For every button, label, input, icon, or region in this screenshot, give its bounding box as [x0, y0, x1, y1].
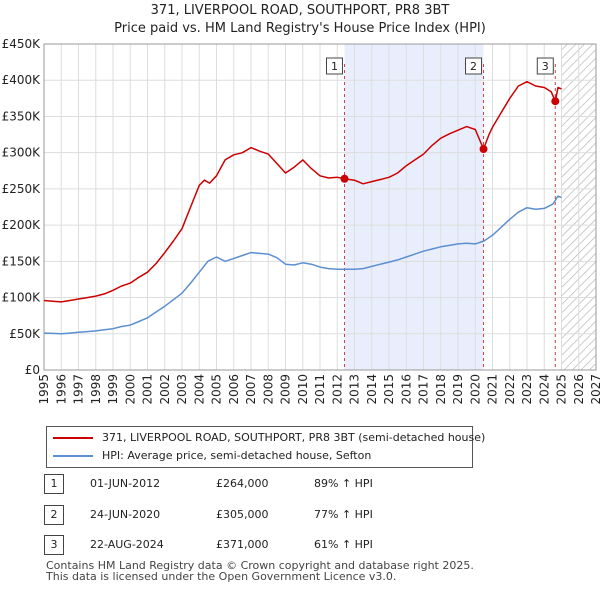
x-tick-label: 2026 — [572, 374, 586, 405]
sale-period-band — [344, 44, 484, 370]
sale-label-box — [465, 57, 483, 75]
x-tick-label: 2012 — [330, 374, 344, 405]
x-tick-label: 2023 — [520, 374, 534, 405]
legend-line-hpi — [53, 455, 93, 457]
sale-label-number: 1 — [331, 60, 338, 73]
x-tick-label: 2011 — [313, 374, 327, 405]
legend-label-property: 371, LIVERPOOL ROAD, SOUTHPORT, PR8 3BT … — [102, 431, 486, 444]
y-tick-label: £350K — [2, 109, 42, 123]
x-tick-label: 2010 — [296, 374, 310, 405]
sale-hpi-change: 61% ↑ HPI — [314, 538, 373, 551]
chart-title: 371, LIVERPOOL ROAD, SOUTHPORT, PR8 3BT … — [0, 2, 600, 38]
x-tick-label: 2016 — [399, 374, 413, 405]
sale-point — [551, 97, 560, 106]
sale-price: £371,000 — [216, 538, 269, 551]
sale-label-number: 2 — [470, 60, 477, 73]
x-tick-label: 1998 — [89, 374, 103, 405]
sale-point — [340, 174, 349, 183]
y-tick-label: £150K — [2, 254, 42, 268]
sale-price: £305,000 — [216, 508, 269, 521]
sale-row-1: 1 01-JUN-2012 £264,000 89% ↑ HPI — [44, 474, 424, 494]
legend: 371, LIVERPOOL ROAD, SOUTHPORT, PR8 3BT … — [46, 426, 485, 468]
x-tick-label: 1995 — [37, 374, 51, 405]
sale-hpi-change: 89% ↑ HPI — [314, 477, 373, 490]
x-tick-label: 2021 — [486, 374, 500, 405]
legend-line-property — [53, 437, 93, 439]
x-tick-label: 2025 — [555, 374, 569, 405]
x-tick-label: 2000 — [123, 374, 137, 405]
x-tick-label: 2014 — [365, 374, 379, 405]
footer-attribution: Contains HM Land Registry data © Crown c… — [46, 560, 474, 582]
x-tick-label: 2005 — [210, 374, 224, 405]
sale-label-number: 3 — [542, 60, 549, 73]
y-tick-label: £250K — [2, 182, 42, 196]
x-tick-label: 2006 — [227, 374, 241, 405]
x-tick-label: 2020 — [468, 374, 482, 405]
footer-licence: This data is licensed under the Open Gov… — [46, 570, 397, 583]
y-tick-label: £50K — [9, 327, 41, 341]
sale-number-badge: 3 — [44, 535, 64, 555]
x-tick-label: 2008 — [261, 374, 275, 405]
x-tick-label: 1996 — [54, 374, 68, 405]
x-tick-label: 1999 — [106, 374, 120, 405]
y-tick-label: £450K — [2, 37, 42, 51]
x-tick-label: 2019 — [451, 374, 465, 405]
x-tick-label: 2003 — [175, 374, 189, 405]
sale-date: 22-AUG-2024 — [90, 538, 164, 551]
sale-number-badge: 2 — [44, 505, 64, 525]
sale-hpi-change: 77% ↑ HPI — [314, 508, 373, 521]
sale-row-3: 3 22-AUG-2024 £371,000 61% ↑ HPI — [44, 535, 424, 555]
x-tick-label: 2004 — [192, 374, 206, 405]
y-tick-label: £400K — [2, 73, 42, 87]
y-tick-label: £0 — [25, 363, 40, 377]
title-subtitle: Price paid vs. HM Land Registry's House … — [114, 21, 486, 36]
x-tick-label: 2013 — [348, 374, 362, 405]
footer-copyright: Contains HM Land Registry data © Crown c… — [46, 559, 474, 572]
y-tick-label: £200K — [2, 218, 42, 232]
legend-label-hpi: HPI: Average price, semi-detached house,… — [102, 449, 372, 462]
y-tick-label: £100K — [2, 291, 42, 305]
x-tick-label: 2027 — [589, 374, 600, 405]
sale-date: 01-JUN-2012 — [90, 477, 161, 490]
hpi-series-line — [43, 195, 562, 335]
sale-label-box — [325, 57, 343, 75]
sale-number-badge: 1 — [44, 474, 64, 494]
price-chart: £0 £50K £100K £150K £200K £250K £300K £350K £400… — [2, 37, 600, 405]
x-tick-label: 2002 — [158, 374, 172, 405]
title-address: 371, LIVERPOOL ROAD, SOUTHPORT, PR8 3BT — [150, 3, 450, 18]
x-tick-label: 2022 — [503, 374, 517, 405]
sale-row-2: 2 24-JUN-2020 £305,000 77% ↑ HPI — [44, 505, 424, 525]
sale-point — [479, 145, 488, 154]
x-tick-label: 2009 — [279, 374, 293, 405]
x-tick-label: 2024 — [537, 374, 551, 405]
sale-label-box — [536, 57, 554, 75]
x-tick-label: 2007 — [244, 374, 258, 405]
sale-date: 24-JUN-2020 — [90, 508, 161, 521]
property-series-line — [43, 80, 562, 303]
x-tick-label: 1997 — [72, 374, 86, 405]
y-tick-label: £300K — [2, 146, 42, 160]
x-tick-label: 2001 — [141, 374, 155, 405]
x-tick-label: 2018 — [434, 374, 448, 405]
sale-price: £264,000 — [216, 477, 269, 490]
plot-frame — [43, 43, 597, 371]
x-tick-label: 2015 — [382, 374, 396, 405]
x-tick-label: 2017 — [417, 374, 431, 405]
